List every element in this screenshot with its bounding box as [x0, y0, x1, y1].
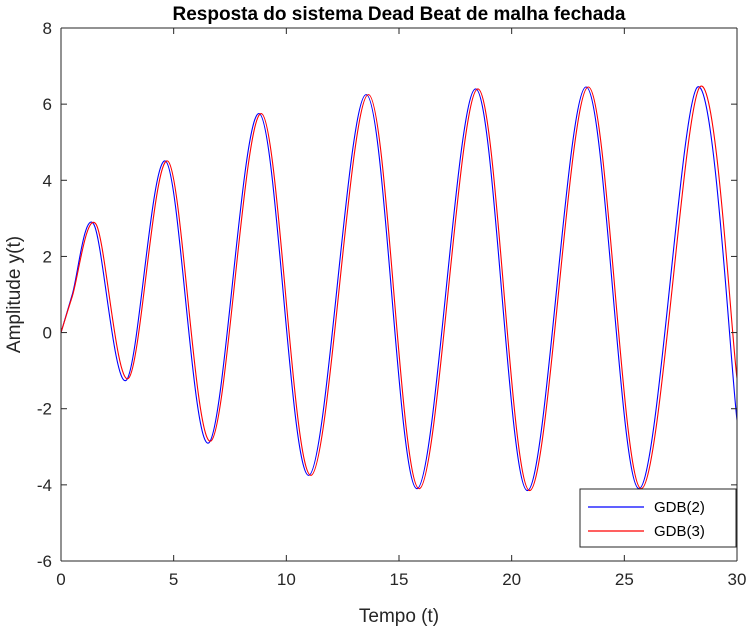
- x-tick-label: 25: [615, 570, 634, 589]
- x-axis-label: Tempo (t): [359, 606, 439, 627]
- axes-layer: 0 5 10 15 20 25 30 -6 -4 -2 0 2 4 6 8: [37, 19, 747, 589]
- x-tick-label: 10: [277, 570, 296, 589]
- series-layer: [61, 85, 737, 492]
- y-tick-label: -2: [37, 400, 52, 419]
- y-tick-label: -6: [37, 552, 52, 571]
- chart-title: Resposta do sistema Dead Beat de malha f…: [173, 4, 626, 25]
- y-tick-label: -4: [37, 476, 52, 495]
- x-tick-label: 0: [56, 570, 65, 589]
- legend-label-1: GDB(2): [654, 499, 705, 516]
- legend-box: [579, 488, 737, 548]
- x-tick-label: 5: [169, 570, 178, 589]
- series-1-line: [61, 86, 737, 492]
- y-axis-label: Amplitude y(t): [4, 236, 25, 353]
- x-tick-label: 20: [502, 570, 521, 589]
- y-tick-label: 8: [43, 19, 52, 38]
- legend-label-2: GDB(3): [654, 523, 705, 540]
- y-tick-label: 6: [43, 95, 52, 114]
- y-tick-label: 2: [43, 247, 52, 266]
- x-tick-label: 30: [728, 570, 747, 589]
- y-tick-label: 4: [43, 171, 52, 190]
- series-2-line: [61, 85, 737, 492]
- legend: GDB(2) GDB(3): [579, 488, 737, 548]
- plot-area: [61, 28, 737, 561]
- y-tick-label: 0: [43, 324, 52, 343]
- x-tick-label: 15: [390, 570, 409, 589]
